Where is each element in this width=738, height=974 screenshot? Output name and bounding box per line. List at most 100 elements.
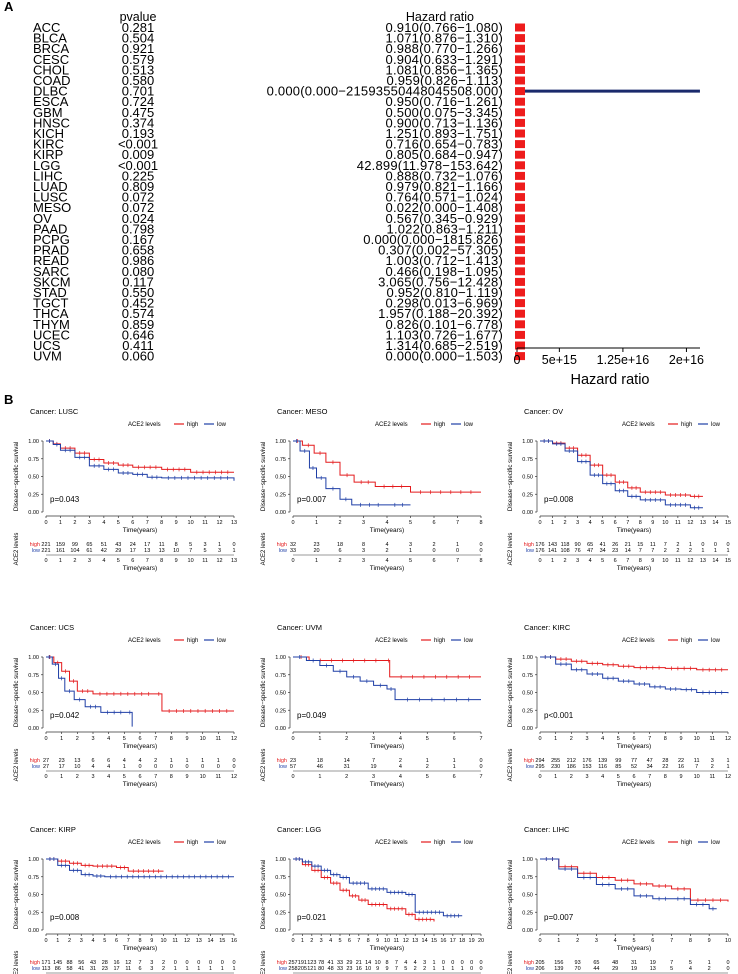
km-risk-high-value: 2: [432, 542, 435, 548]
km-risk-y-title: ACE2 levels: [14, 749, 20, 782]
forest-hr-box: [515, 235, 525, 244]
km-x-tick-label: 12: [687, 520, 693, 526]
km-x-tick-label: 14: [207, 938, 213, 944]
km-risk-low-value: 61: [86, 548, 92, 554]
forest-row: ACC 0.281 0.910(0.766−1.080): [33, 20, 525, 35]
km-risk-time-label: 11: [675, 558, 681, 564]
km-risk-low-value: 10: [365, 966, 371, 972]
forest-hr-box: [515, 299, 525, 308]
forest-hr-text: 0.000(0.000−1.503): [386, 349, 503, 364]
km-x-tick-label: 2: [576, 938, 579, 944]
forest-pvalue: 0.579: [122, 52, 155, 67]
km-x-tick-label: 7: [154, 736, 157, 742]
km-risk-low-value: 1: [442, 966, 445, 972]
forest-pvalue: 0.117: [122, 274, 154, 289]
km-x-tick-label: 10: [200, 736, 206, 742]
km-risk-time-label: 9: [185, 774, 188, 780]
km-risk-high-value: 5: [689, 960, 692, 966]
forest-row: CHOL 0.513 1.081(0.856−1.365): [33, 62, 525, 77]
km-risk-low-value: 1: [726, 764, 729, 770]
forest-hr-box: [515, 256, 525, 265]
km-x-tick-label: 1: [56, 938, 59, 944]
km-risk-high-value: 159: [56, 542, 65, 548]
km-risk-low-value: 0: [170, 764, 173, 770]
km-legend-high-label: high: [681, 840, 692, 846]
km-risk-low-value: 33: [337, 966, 343, 972]
km-risk-low-value: 205: [298, 966, 307, 972]
km-risk-time-label: 2: [76, 774, 79, 780]
km-risk-low-value: 13: [144, 548, 150, 554]
km-risk-low-value: 1: [232, 966, 235, 972]
km-risk-low-value: 29: [612, 966, 618, 972]
km-risk-y-title: ACE2 levels: [508, 533, 514, 566]
km-risk-high-value: 5: [189, 542, 192, 548]
km-x-tick-label: 11: [172, 938, 178, 944]
km-risk-low-value: 1: [409, 548, 412, 554]
forest-hr-text: 0.716(0.654−0.783): [386, 137, 503, 152]
km-risk-high-value: 221: [41, 542, 50, 548]
km-risk-time-label: 10: [662, 558, 668, 564]
km-risk-low-value: 52: [631, 764, 637, 770]
km-x-tick-label: 5: [117, 520, 120, 526]
km-risk-high-value: 205: [535, 960, 544, 966]
km-y-tick-label: 1.00: [28, 655, 39, 661]
km-risk-high-value: 8: [175, 542, 178, 548]
km-x-tick-label: 11: [709, 736, 715, 742]
forest-hr-box: [515, 171, 525, 180]
km-risk-time-label: 0: [538, 558, 541, 564]
km-risk-time-label: 2: [338, 558, 341, 564]
km-risk-high-value: 29: [346, 960, 352, 966]
km-risk-high-value: 14: [365, 960, 371, 966]
km-risk-high-value: 255: [551, 758, 560, 764]
km-risk-high-value: 1: [726, 758, 729, 764]
km-risk-low-value: 34: [600, 548, 606, 554]
km-risk-low-value: 2: [414, 966, 417, 972]
km-risk-row-label-low: low: [32, 764, 40, 770]
km-x-tick-label: 7: [127, 938, 130, 944]
km-x-tick-label: 12: [184, 938, 190, 944]
km-x-tick-label: 10: [188, 520, 194, 526]
km-risk-low-value: 47: [587, 548, 593, 554]
km-risk-high-value: 7: [372, 758, 375, 764]
km-curve-high: [293, 858, 435, 922]
km-x-tick-label: 13: [700, 520, 706, 526]
km-risk-y-title: ACE2 levels: [508, 749, 514, 782]
forest-cancer-label: THCA: [33, 306, 69, 321]
forest-hr-box: [515, 140, 525, 149]
km-x-tick-label: 6: [632, 736, 635, 742]
forest-pvalue: 0.193: [122, 126, 155, 141]
km-risk-high-value: 0: [451, 960, 454, 966]
km-y-tick-label: 0.00: [522, 726, 533, 732]
km-curve-low: [540, 858, 717, 910]
forest-row: BLCA 0.504 1.071(0.876−1.310): [33, 31, 525, 46]
km-curve-high: [293, 656, 481, 678]
km-x-tick-label: 19: [469, 938, 475, 944]
km-risk-low-value: 0: [154, 764, 157, 770]
km-risk-high-value: 23: [290, 758, 296, 764]
km-risk-high-value: 4: [123, 758, 126, 764]
km-risk-high-value: 0: [479, 542, 482, 548]
km-risk-high-value: 0: [232, 758, 235, 764]
forest-row: ESCA 0.724 0.950(0.716−1.261): [33, 94, 525, 109]
km-risk-high-value: 0: [185, 960, 188, 966]
km-risk-high-value: 0: [726, 542, 729, 548]
forest-row: COAD 0.580 0.959(0.826−1.113): [33, 73, 525, 88]
forest-x-tick-label: 1.25e+16: [597, 353, 650, 367]
forest-hr-box: [515, 320, 525, 329]
km-y-tick-label: 0.00: [28, 726, 39, 732]
km-y-tick-label: 0.25: [522, 492, 533, 498]
km-risk-high-value: 156: [554, 960, 563, 966]
km-risk-low-value: 19: [631, 966, 637, 972]
km-risk-low-value: 0: [456, 548, 459, 554]
km-risk-high-value: 4: [404, 960, 407, 966]
km-risk-row-label-high: high: [277, 758, 287, 764]
km-x-axis-title: Time(years): [123, 527, 157, 534]
km-title: Cancer: LGG: [277, 825, 321, 834]
forest-pvalue: 0.024: [122, 211, 155, 226]
km-curve-high: [46, 440, 234, 473]
km-legend-title: ACE2 levels: [128, 840, 161, 846]
forest-row: GBM 0.475 0.500(0.075−3.345): [33, 105, 525, 120]
forest-row: PCPG 0.167 0.000(0.000−1815.826): [33, 232, 525, 247]
